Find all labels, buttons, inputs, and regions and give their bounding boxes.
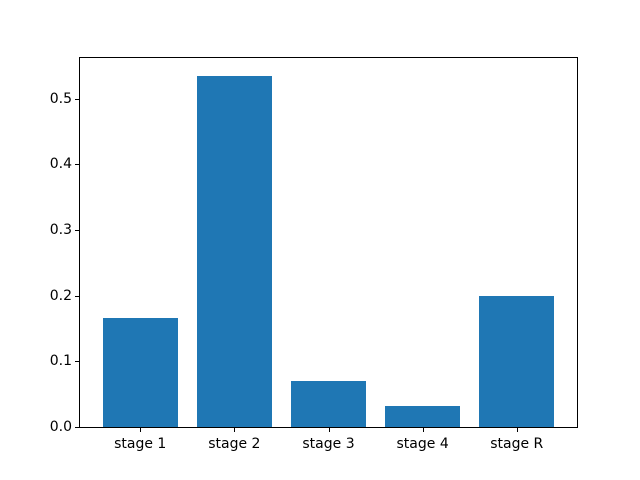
x-axis-tick xyxy=(140,428,142,432)
y-axis-tick-label: 0.1 xyxy=(49,353,72,370)
x-axis-tick-label: stage 3 xyxy=(302,436,355,452)
x-axis-tick-label: stage 1 xyxy=(114,436,167,452)
x-axis-tick-label: stage R xyxy=(490,436,544,452)
plot-area: stage 1 stage 2 stage 3 stage 4 stage R 0.0 0.… xyxy=(50,57,578,451)
bar-stage-R xyxy=(479,296,555,427)
y-axis-tick xyxy=(75,427,79,428)
y-axis-tick xyxy=(75,295,79,297)
y-axis-tick-label: 0.2 xyxy=(49,287,72,304)
y-axis-tick xyxy=(75,230,79,232)
x-axis-tick xyxy=(516,428,518,432)
bar-stage-1 xyxy=(102,318,178,427)
x-axis-tick xyxy=(422,428,424,432)
y-axis-tick xyxy=(75,98,79,100)
bar-stage-2 xyxy=(196,75,273,427)
y-axis-tick-label: 0.0 xyxy=(49,419,72,435)
y-axis-tick-label: 0.5 xyxy=(49,90,72,107)
x-axis-tick-label: stage 4 xyxy=(396,436,449,452)
bar-stage-4 xyxy=(384,406,461,427)
x-axis-tick-label: stage 2 xyxy=(208,436,261,452)
x-axis-tick xyxy=(328,428,330,432)
y-axis-tick-label: 0.3 xyxy=(49,222,72,239)
y-axis-tick xyxy=(75,164,79,166)
y-axis-tick-label: 0.4 xyxy=(49,156,72,173)
bar-stage-3 xyxy=(290,381,367,427)
y-axis-tick xyxy=(75,361,79,363)
x-axis-tick xyxy=(234,428,236,432)
